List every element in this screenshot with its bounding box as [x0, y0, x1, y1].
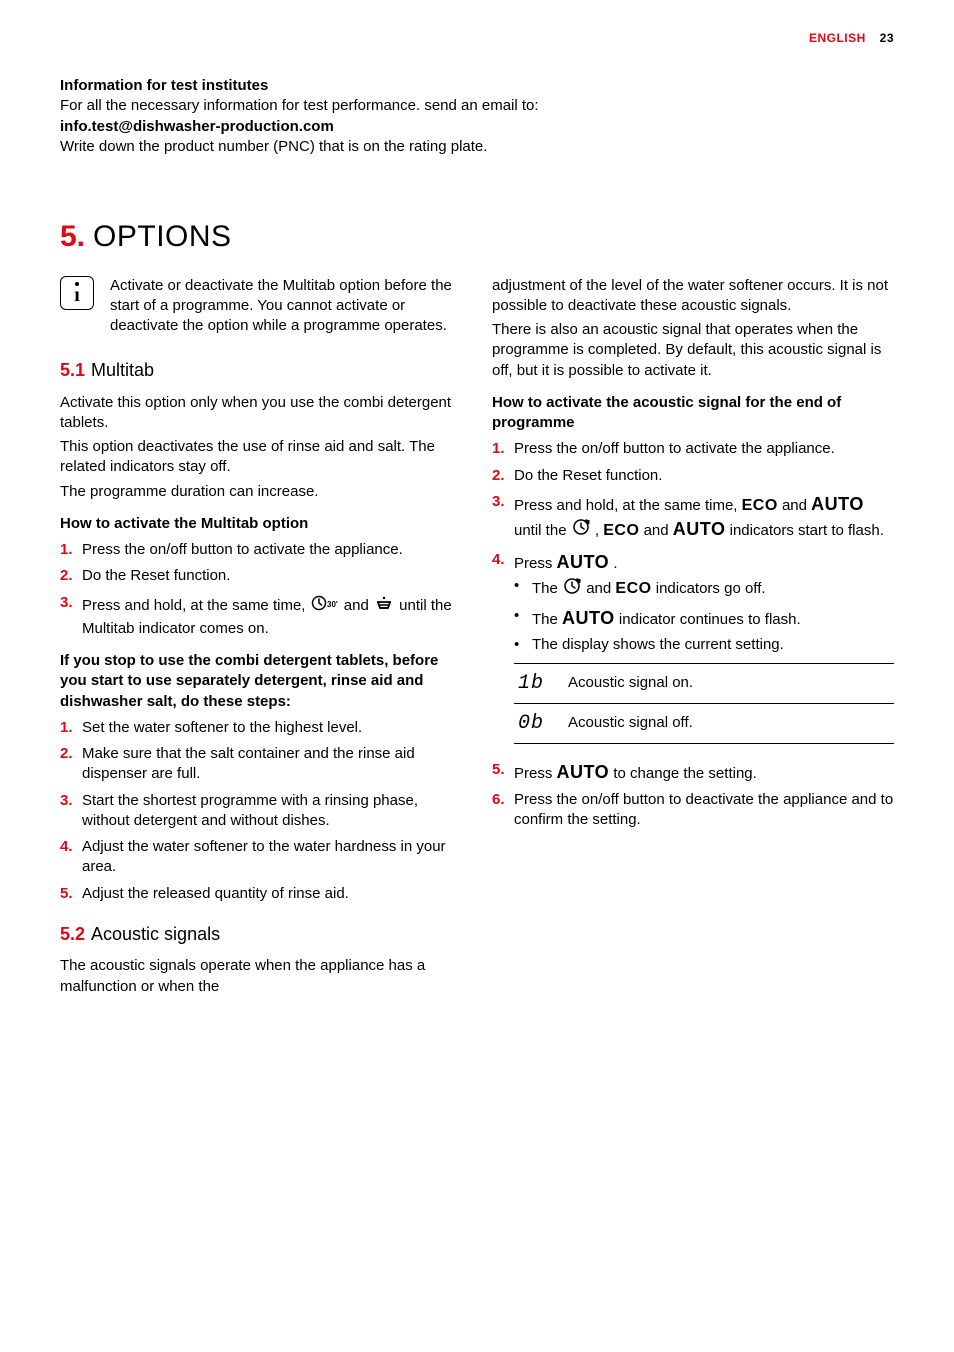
- section-title: OPTIONS: [93, 217, 232, 258]
- step-text: Make sure that the salt container and th…: [82, 744, 462, 785]
- step-text: Set the water softener to the highest le…: [82, 718, 462, 738]
- delay-tray-icon: [373, 594, 395, 618]
- subsection-title: Acoustic signals: [91, 922, 220, 946]
- header-language: ENGLISH: [809, 31, 866, 45]
- table-row: 0b Acoustic signal off.: [514, 703, 894, 743]
- info-title: Information for test institutes: [60, 76, 894, 96]
- step-text: Press and hold, at the same time, and un…: [82, 593, 462, 640]
- info-icon: ı: [60, 276, 94, 310]
- right-column: adjustment of the level of the water sof…: [492, 276, 894, 1001]
- step-text: Press the on/off button to activate the …: [514, 439, 894, 459]
- paragraph: The programme duration can increase.: [60, 482, 462, 502]
- note-text: Activate or deactivate the Multitab opti…: [110, 276, 462, 337]
- display-code: 0b: [518, 712, 544, 735]
- step-text: Start the shortest programme with a rins…: [82, 791, 462, 832]
- paragraph: adjustment of the level of the water sof…: [492, 276, 894, 317]
- step-text: Do the Reset function.: [514, 466, 894, 486]
- subsection-title: Multitab: [91, 358, 154, 382]
- subsection-heading: 5.1 Multitab: [60, 358, 462, 382]
- step-text: Press the on/off button to deactivate th…: [514, 790, 894, 831]
- steps-list: 1.Press the on/off button to activate th…: [60, 540, 462, 639]
- table-row: 1b Acoustic signal on.: [514, 663, 894, 703]
- test-institutes-info: Information for test institutes For all …: [60, 76, 894, 157]
- clock-arrow-icon: [571, 517, 591, 543]
- eco-label: ECO: [603, 522, 639, 539]
- left-column: ı Activate or deactivate the Multitab op…: [60, 276, 462, 1001]
- step-text: Press and hold, at the same time, ECO an…: [514, 492, 894, 544]
- steps-list: 1.Press the on/off button to activate th…: [492, 439, 894, 830]
- page-header: ENGLISH 23: [60, 30, 894, 46]
- steps-list: 1.Set the water softener to the highest …: [60, 718, 462, 904]
- auto-label: AUTO: [562, 608, 615, 628]
- subsection-heading: 5.2 Acoustic signals: [60, 922, 462, 946]
- sub-heading: How to activate the Multitab option: [60, 514, 462, 534]
- step-text: Adjust the released quantity of rinse ai…: [82, 884, 462, 904]
- step-text: Press the on/off button to activate the …: [82, 540, 462, 560]
- sub-heading: How to activate the acoustic signal for …: [492, 393, 894, 434]
- paragraph: Activate this option only when you use t…: [60, 393, 462, 434]
- auto-label: AUTO: [811, 494, 864, 514]
- info-line: For all the necessary information for te…: [60, 96, 894, 116]
- clock-arrow-icon: [562, 576, 582, 602]
- bullet-list: The and ECO indicators go off. The AUTO …: [514, 576, 894, 655]
- signal-label: Acoustic signal off.: [564, 703, 894, 743]
- section-heading: 5. OPTIONS: [60, 217, 894, 258]
- signal-table: 1b Acoustic signal on. 0b Acoustic signa…: [514, 663, 894, 744]
- auto-label: AUTO: [673, 519, 726, 539]
- eco-label: ECO: [742, 497, 778, 514]
- subsection-number: 5.2: [60, 922, 85, 946]
- bullet-text: The display shows the current setting.: [532, 635, 784, 655]
- subsection-number: 5.1: [60, 358, 85, 382]
- clock-30-icon: [310, 593, 340, 619]
- step-text: Adjust the water softener to the water h…: [82, 837, 462, 878]
- note-block: ı Activate or deactivate the Multitab op…: [60, 276, 462, 337]
- bullet-text: The and ECO indicators go off.: [532, 576, 766, 602]
- info-line: Write down the product number (PNC) that…: [60, 137, 894, 157]
- section-number: 5.: [60, 217, 85, 258]
- paragraph: There is also an acoustic signal that op…: [492, 320, 894, 381]
- eco-label: ECO: [615, 580, 651, 597]
- header-page-number: 23: [880, 31, 894, 45]
- auto-label: AUTO: [557, 762, 610, 782]
- sub-heading: If you stop to use the combi detergent t…: [60, 651, 462, 712]
- step-text: Press AUTO . The and ECO indicators go o…: [514, 550, 894, 754]
- paragraph: The acoustic signals operate when the ap…: [60, 956, 462, 997]
- bullet-text: The AUTO indicator continues to flash.: [532, 606, 801, 630]
- auto-label: AUTO: [557, 552, 610, 572]
- step-text: Do the Reset function.: [82, 566, 462, 586]
- signal-label: Acoustic signal on.: [564, 663, 894, 703]
- paragraph: This option deactivates the use of rinse…: [60, 437, 462, 478]
- display-code: 1b: [518, 672, 544, 695]
- step-text: Press AUTO to change the setting.: [514, 760, 894, 784]
- info-email: info.test@dishwasher-production.com: [60, 117, 894, 137]
